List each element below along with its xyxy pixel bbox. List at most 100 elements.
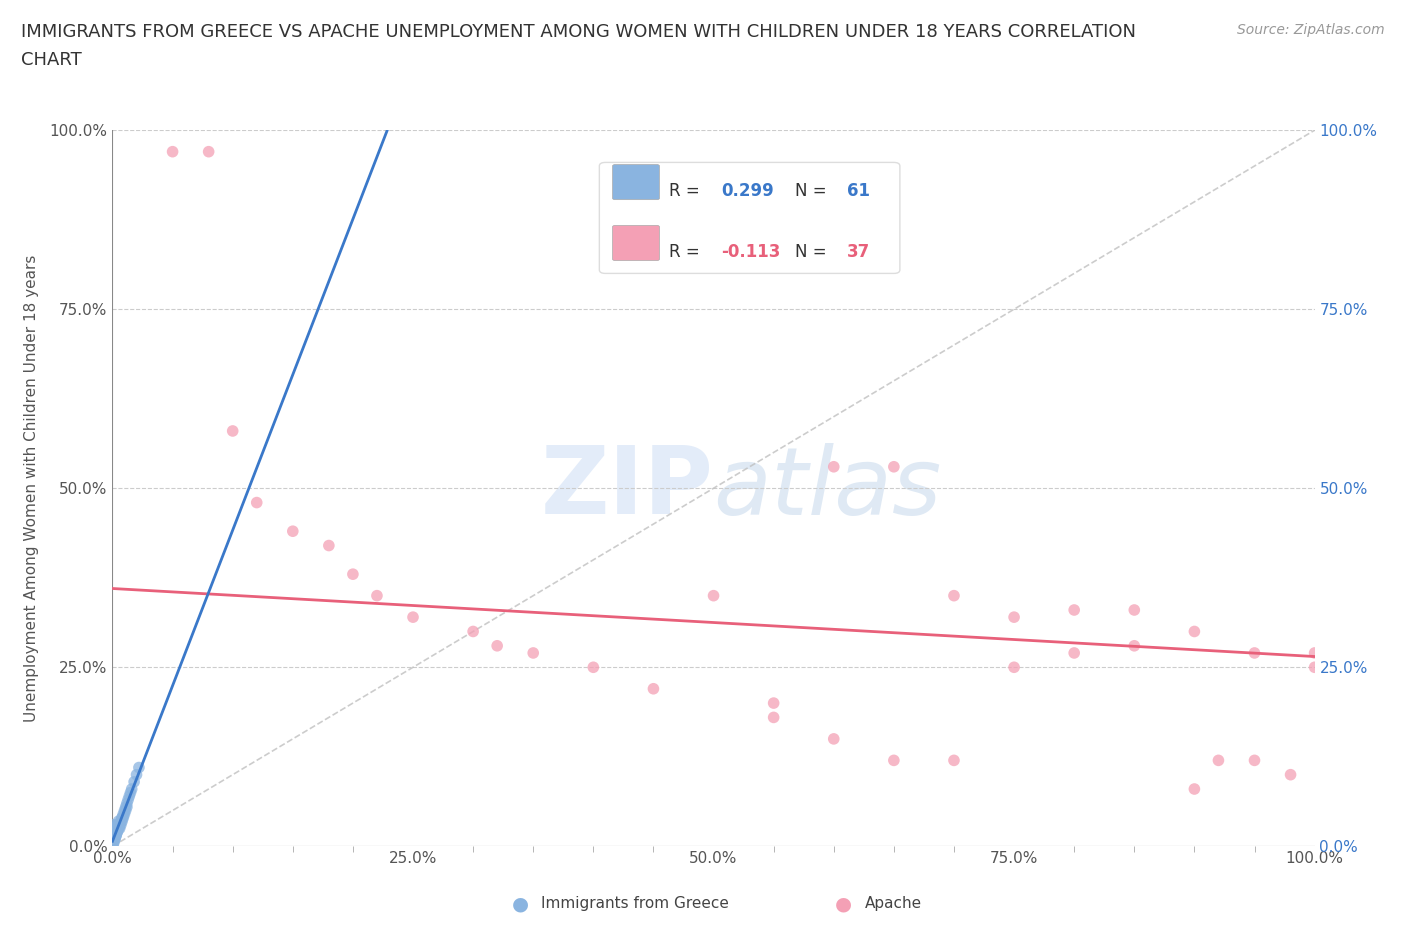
Point	[103, 817, 125, 832]
Point	[101, 821, 124, 836]
Point	[762, 696, 785, 711]
Point	[222, 423, 245, 438]
Point	[702, 589, 725, 604]
Point	[105, 828, 128, 843]
Text: ●: ●	[512, 895, 529, 913]
Y-axis label: Unemployment Among Women with Children Under 18 years: Unemployment Among Women with Children U…	[24, 255, 38, 722]
Point	[114, 806, 136, 821]
Point	[281, 524, 304, 538]
Text: CHART: CHART	[21, 51, 82, 69]
Point	[246, 495, 269, 510]
FancyBboxPatch shape	[613, 165, 659, 200]
Point	[105, 822, 128, 837]
Point	[1243, 645, 1265, 660]
Point	[486, 638, 509, 653]
Point	[105, 821, 128, 836]
Point	[107, 817, 129, 832]
Point	[318, 538, 340, 553]
Point	[114, 800, 136, 815]
FancyBboxPatch shape	[613, 225, 659, 260]
Text: R =: R =	[669, 244, 704, 261]
Point	[197, 144, 219, 159]
Point	[1123, 638, 1146, 653]
Point	[110, 817, 132, 832]
Point	[461, 624, 484, 639]
Point	[105, 821, 128, 836]
Point	[1303, 645, 1326, 660]
Point	[107, 818, 129, 833]
Point	[111, 814, 134, 829]
Point	[107, 814, 129, 829]
Point	[643, 682, 665, 697]
Point	[112, 810, 135, 825]
Point	[108, 821, 131, 836]
Point	[117, 792, 139, 807]
Point	[128, 760, 150, 775]
Point	[104, 831, 127, 846]
Text: ●: ●	[835, 895, 852, 913]
Point	[103, 821, 125, 836]
Point	[103, 828, 125, 843]
Point	[107, 821, 129, 836]
Text: Apache: Apache	[865, 897, 922, 911]
Text: 61: 61	[846, 182, 870, 201]
Text: atlas: atlas	[713, 443, 942, 534]
Text: N =: N =	[796, 244, 832, 261]
Point	[1208, 753, 1230, 768]
Point	[104, 825, 127, 840]
Point	[110, 814, 132, 829]
Point	[110, 814, 132, 829]
Point	[883, 459, 905, 474]
Point	[120, 785, 142, 800]
Point	[1243, 753, 1265, 768]
Point	[342, 566, 364, 581]
Point	[101, 825, 124, 840]
Point	[105, 826, 128, 841]
Point	[125, 767, 148, 782]
Point	[883, 753, 905, 768]
Point	[1063, 603, 1085, 618]
Point	[582, 660, 605, 675]
Text: R =: R =	[669, 182, 704, 201]
Point	[1184, 781, 1206, 796]
Point	[105, 828, 128, 843]
Point	[111, 810, 134, 825]
Point	[104, 830, 127, 844]
Point	[942, 589, 965, 604]
Text: ZIP: ZIP	[541, 443, 713, 534]
Point	[402, 610, 425, 625]
Point	[108, 817, 131, 832]
Point	[108, 817, 131, 832]
Point	[1002, 610, 1025, 625]
Text: Source: ZipAtlas.com: Source: ZipAtlas.com	[1237, 23, 1385, 37]
Point	[107, 821, 129, 836]
Point	[112, 806, 135, 821]
Point	[103, 833, 125, 848]
Text: -0.113: -0.113	[721, 244, 780, 261]
Point	[522, 645, 544, 660]
Text: Immigrants from Greece: Immigrants from Greece	[541, 897, 730, 911]
Point	[162, 144, 184, 159]
Point	[115, 800, 138, 815]
Point	[101, 831, 124, 846]
Point	[103, 831, 125, 846]
Point	[118, 789, 141, 804]
Point	[101, 839, 124, 854]
Point	[111, 810, 134, 825]
Point	[121, 781, 143, 796]
Text: 0.299: 0.299	[721, 182, 773, 201]
Point	[1063, 645, 1085, 660]
Point	[101, 839, 124, 854]
Point	[942, 753, 965, 768]
Text: IMMIGRANTS FROM GREECE VS APACHE UNEMPLOYMENT AMONG WOMEN WITH CHILDREN UNDER 18: IMMIGRANTS FROM GREECE VS APACHE UNEMPLO…	[21, 23, 1136, 41]
Point	[105, 825, 128, 840]
Point	[103, 835, 125, 850]
Point	[823, 732, 845, 747]
Text: 37: 37	[846, 244, 870, 261]
Point	[114, 804, 136, 818]
Point	[762, 710, 785, 724]
Point	[105, 825, 128, 840]
Point	[1279, 767, 1302, 782]
Point	[101, 835, 124, 850]
Point	[105, 825, 128, 840]
